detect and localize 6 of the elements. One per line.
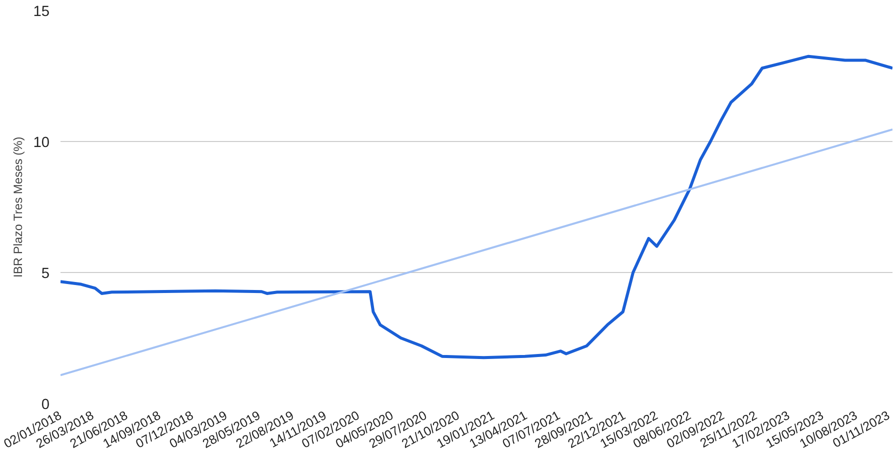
y-tick-label: 15 <box>33 4 50 20</box>
y-tick-label: 10 <box>33 135 50 151</box>
y-tick-label: 0 <box>41 397 50 413</box>
line-series <box>60 54 892 360</box>
y-tick-label: 5 <box>41 266 50 282</box>
y-axis-title: IBR Plazo Tres Meses (%) <box>11 136 26 278</box>
